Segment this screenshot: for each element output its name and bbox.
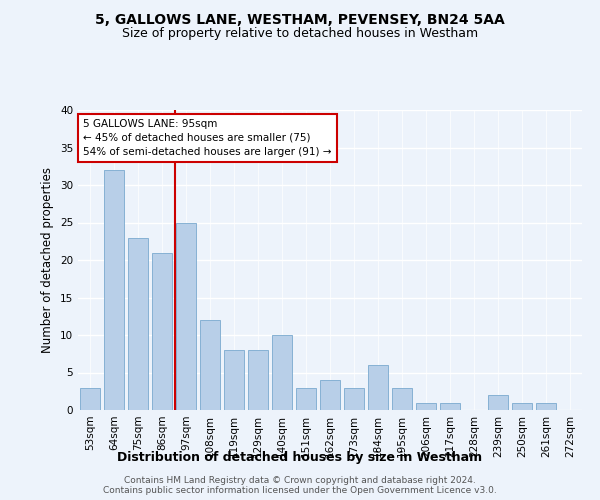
Text: Distribution of detached houses by size in Westham: Distribution of detached houses by size … xyxy=(118,451,482,464)
Bar xyxy=(416,402,436,410)
Bar xyxy=(248,350,268,410)
Bar xyxy=(128,238,148,410)
Bar xyxy=(512,402,532,410)
Y-axis label: Number of detached properties: Number of detached properties xyxy=(41,167,55,353)
Text: Size of property relative to detached houses in Westham: Size of property relative to detached ho… xyxy=(122,28,478,40)
Text: Contains public sector information licensed under the Open Government Licence v3: Contains public sector information licen… xyxy=(103,486,497,495)
Text: 5, GALLOWS LANE, WESTHAM, PEVENSEY, BN24 5AA: 5, GALLOWS LANE, WESTHAM, PEVENSEY, BN24… xyxy=(95,12,505,26)
Bar xyxy=(392,388,412,410)
Bar xyxy=(104,170,124,410)
Bar xyxy=(488,395,508,410)
Text: Contains HM Land Registry data © Crown copyright and database right 2024.: Contains HM Land Registry data © Crown c… xyxy=(124,476,476,485)
Bar xyxy=(272,335,292,410)
Bar xyxy=(296,388,316,410)
Bar xyxy=(368,365,388,410)
Bar xyxy=(320,380,340,410)
Text: 5 GALLOWS LANE: 95sqm
← 45% of detached houses are smaller (75)
54% of semi-deta: 5 GALLOWS LANE: 95sqm ← 45% of detached … xyxy=(83,119,332,157)
Bar xyxy=(176,222,196,410)
Bar xyxy=(440,402,460,410)
Bar xyxy=(224,350,244,410)
Bar xyxy=(536,402,556,410)
Bar xyxy=(152,252,172,410)
Bar xyxy=(344,388,364,410)
Bar xyxy=(200,320,220,410)
Bar xyxy=(80,388,100,410)
